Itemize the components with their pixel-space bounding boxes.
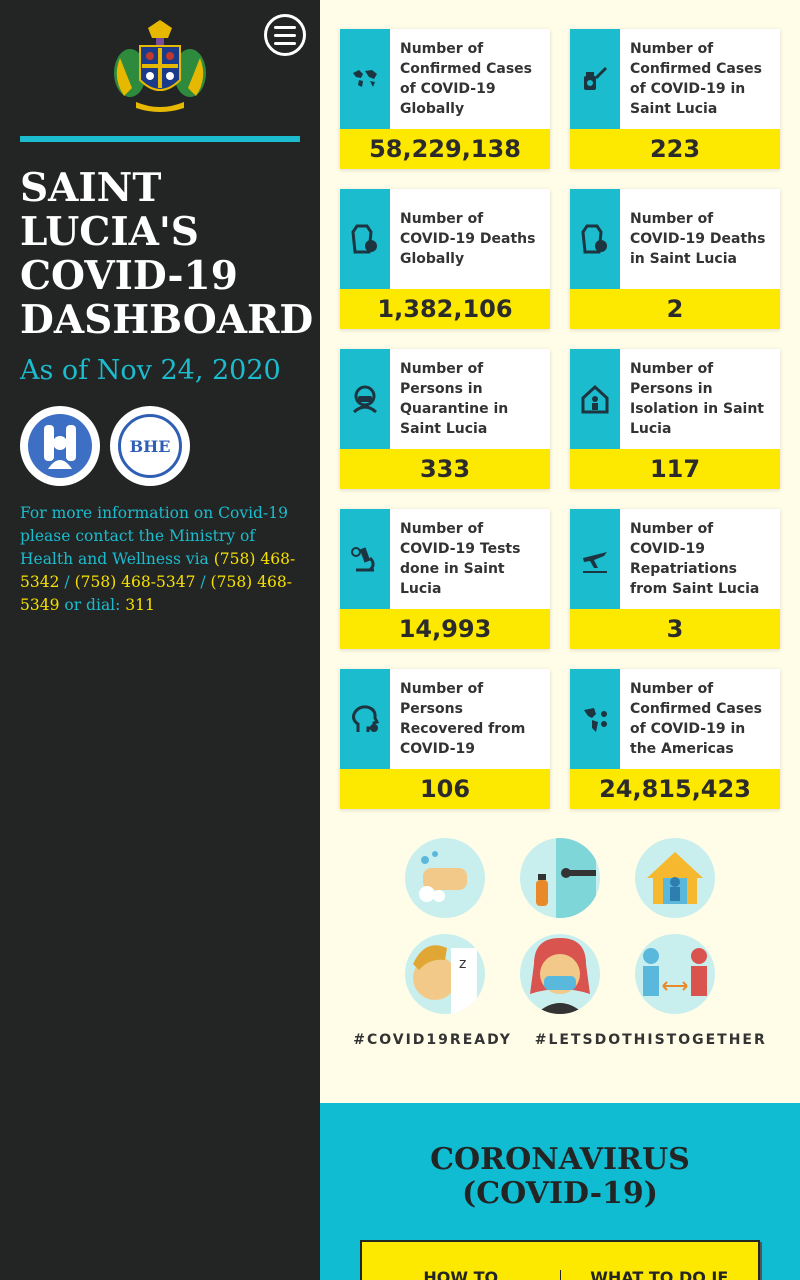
microscope-icon [340, 509, 390, 609]
hashtags: #COVID19READY #LETSDOTHISTOGETHER [320, 1032, 800, 1048]
contact-text: For more information on Covid-19 please … [20, 504, 288, 568]
stat-value: 117 [570, 449, 780, 489]
coffin-icon [340, 189, 390, 289]
stat-value: 2 [570, 289, 780, 329]
stat-label: Number of Persons in Quarantine in Saint… [390, 349, 550, 449]
stat-card-tests: Number of COVID-19 Tests done in Saint L… [340, 509, 550, 649]
phone-link-3[interactable]: (758) 468-5349 [20, 573, 292, 614]
sleep-icon: z [405, 934, 485, 1014]
stat-label: Number of Confirmed Cases of COVID-19 Gl… [390, 29, 550, 129]
stat-label: Number of Confirmed Cases of COVID-19 in… [620, 29, 780, 129]
page-title: SAINT LUCIA'S COVID-19 DASHBOARD [20, 165, 314, 343]
partner-logos: BHE [20, 406, 190, 486]
masked-person-icon [340, 349, 390, 449]
stat-label: Number of Confirmed Cases of COVID-19 in… [620, 669, 780, 769]
stat-card-local-deaths: Number of COVID-19 Deaths in Saint Lucia… [570, 189, 780, 329]
tab-what-to-do-if[interactable]: WHAT TO DO IF [590, 1268, 729, 1280]
stat-value: 3 [570, 609, 780, 649]
stat-label: Number of Persons in Isolation in Saint … [620, 349, 780, 449]
hashtag-letsdothistogether: #LETSDOTHISTOGETHER [534, 1032, 767, 1048]
stat-value: 14,993 [340, 609, 550, 649]
americas-map-icon [570, 669, 620, 769]
tab-how-to[interactable]: HOW TO [423, 1268, 499, 1280]
phone-link-2[interactable]: (758) 468-5347 [74, 573, 196, 591]
face-mask-icon [520, 934, 600, 1014]
recovered-head-icon [340, 669, 390, 769]
stat-card-local-cases: Number of Confirmed Cases of COVID-19 in… [570, 29, 780, 169]
stat-value: 106 [340, 769, 550, 809]
isolation-house-icon [570, 349, 620, 449]
hashtag-covid19ready: #COVID19READY [353, 1032, 512, 1048]
stat-card-isolation: Number of Persons in Isolation in Saint … [570, 349, 780, 489]
stat-label: Number of Persons Recovered from COVID-1… [390, 669, 550, 769]
hand-washing-icon [405, 838, 485, 918]
section-title: CORONAVIRUS (COVID-19) [430, 1142, 690, 1211]
stat-label: Number of COVID-19 Repatriations from Sa… [620, 509, 780, 609]
stat-card-global-cases: Number of Confirmed Cases of COVID-19 Gl… [340, 29, 550, 169]
divider [20, 136, 300, 142]
separator: / [200, 573, 206, 591]
coat-of-arms-logo [108, 18, 212, 114]
dial-number-link[interactable]: 311 [125, 596, 155, 614]
stat-card-quarantine: Number of Persons in Quarantine in Saint… [340, 349, 550, 489]
stat-value: 333 [340, 449, 550, 489]
stat-value: 223 [570, 129, 780, 169]
phone-link-1[interactable]: (758) 468-5342 [20, 550, 296, 591]
stat-label: Number of COVID-19 Deaths in Saint Lucia [620, 189, 780, 289]
contact-info: For more information on Covid-19 please … [20, 502, 304, 617]
stat-label: Number of COVID-19 Tests done in Saint L… [390, 509, 550, 609]
stat-card-global-deaths: Number of COVID-19 Deaths Globally 1,382… [340, 189, 550, 329]
tab-divider [559, 1270, 561, 1280]
airplane-icon [570, 509, 620, 609]
social-distance-icon [635, 934, 715, 1014]
stat-card-americas: Number of Confirmed Cases of COVID-19 in… [570, 669, 780, 809]
svg-text:z: z [459, 956, 466, 972]
dial-text: or dial: [64, 596, 121, 614]
door-disinfect-icon [520, 838, 600, 918]
syringe-icon [570, 29, 620, 129]
stat-value: 58,229,138 [340, 129, 550, 169]
as-of-date: As of Nov 24, 2020 [20, 355, 281, 386]
globe-icon [340, 29, 390, 129]
ministry-of-health-logo [20, 406, 100, 486]
stat-card-recovered: Number of Persons Recovered from COVID-1… [340, 669, 550, 809]
hamburger-menu-icon[interactable] [264, 14, 306, 56]
stat-card-repatriations: Number of COVID-19 Repatriations from Sa… [570, 509, 780, 649]
info-tabs: HOW TO WHAT TO DO IF [360, 1240, 760, 1280]
coronavirus-info-section: CORONAVIRUS (COVID-19) HOW TO WHAT TO DO… [320, 1103, 800, 1280]
separator: / [64, 573, 70, 591]
stat-label: Number of COVID-19 Deaths Globally [390, 189, 550, 289]
stay-home-icon [635, 838, 715, 918]
stat-value: 24,815,423 [570, 769, 780, 809]
bureau-health-education-logo: BHE [110, 406, 190, 486]
coffin-icon [570, 189, 620, 289]
stat-value: 1,382,106 [340, 289, 550, 329]
sidebar: SAINT LUCIA'S COVID-19 DASHBOARD As of N… [0, 0, 320, 1280]
